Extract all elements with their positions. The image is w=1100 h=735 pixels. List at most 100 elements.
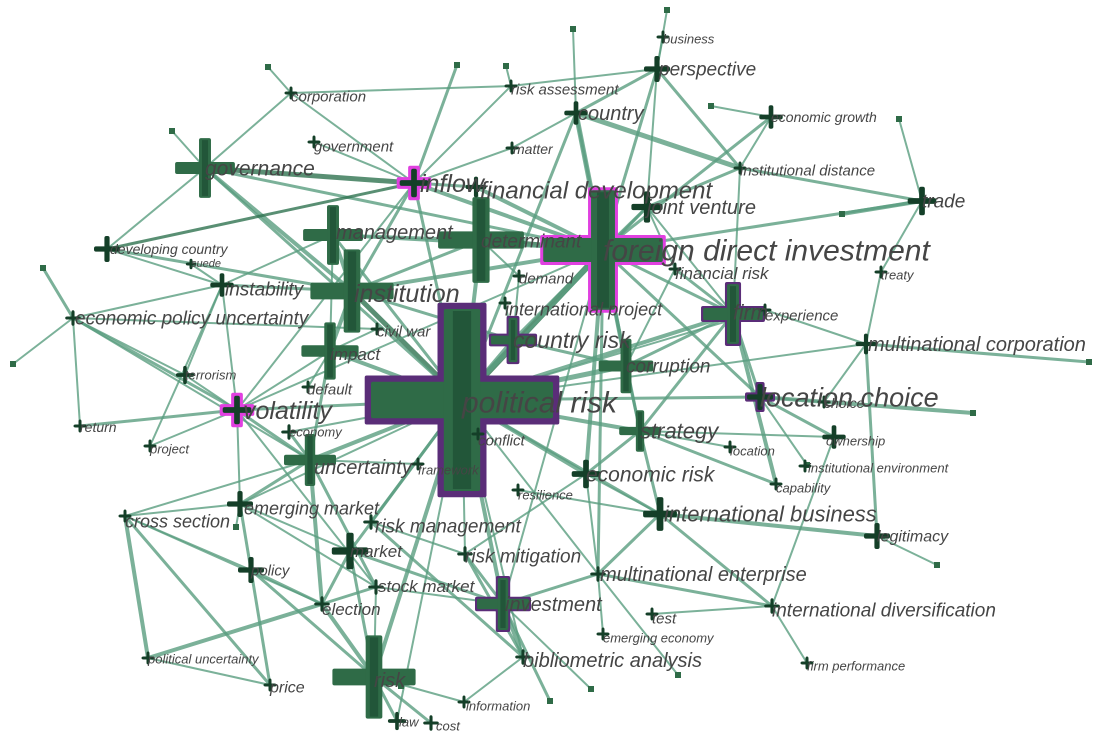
keyword-node-demand[interactable] — [512, 269, 526, 283]
keyword-node-financial-risk[interactable] — [668, 262, 682, 276]
keyword-node-resilience[interactable] — [511, 483, 525, 497]
minor-node — [265, 64, 271, 70]
keyword-node-capability[interactable] — [769, 477, 783, 491]
keyword-node-international-project[interactable] — [498, 296, 512, 310]
keyword-node-economic-growth[interactable] — [759, 105, 783, 129]
edge — [369, 520, 525, 659]
keyword-node-election[interactable] — [314, 596, 330, 612]
keyword-node-location[interactable] — [723, 440, 737, 454]
node-cross-bar — [517, 269, 521, 283]
keyword-node-political-risk[interactable] — [364, 302, 560, 498]
keyword-node-country-risk[interactable] — [488, 315, 538, 365]
keyword-node-institutional-distance[interactable] — [733, 161, 747, 175]
keyword-node-uncertainty[interactable] — [284, 434, 336, 486]
keyword-node-policy[interactable] — [238, 557, 264, 583]
keyword-node-institutional-environment[interactable] — [798, 459, 812, 473]
keyword-node-corporation[interactable] — [284, 86, 298, 100]
keyword-node-instability[interactable] — [210, 273, 234, 297]
keyword-node-project[interactable] — [143, 439, 157, 453]
keyword-node-cross-section[interactable] — [118, 509, 132, 523]
keyword-node-trade[interactable] — [907, 186, 937, 216]
keyword-node-financial-development[interactable] — [465, 176, 487, 198]
edge — [597, 573, 604, 635]
node-cross-bar — [268, 678, 272, 692]
keyword-node-risk-mitigation[interactable] — [457, 546, 473, 562]
node-cross-shade — [597, 192, 609, 308]
keyword-node-terrorism[interactable] — [175, 365, 195, 385]
keyword-label-choice: choice — [824, 395, 865, 411]
keyword-node-bibliometric-analysis[interactable] — [515, 649, 531, 665]
node-cross-shade — [623, 340, 629, 392]
keyword-label-multinational-corporation: multinational corporation — [868, 334, 1086, 356]
keyword-node-return[interactable] — [73, 419, 87, 433]
keyword-node-law[interactable] — [387, 711, 407, 731]
keyword-node-conflict[interactable] — [471, 427, 485, 441]
keyword-node-ownership[interactable] — [822, 425, 846, 449]
keyword-node-risk-assessment[interactable] — [504, 79, 518, 93]
keyword-node-corruption[interactable] — [598, 338, 654, 394]
keyword-node-volatility[interactable] — [219, 392, 255, 428]
keyword-node-economic-risk[interactable] — [571, 459, 601, 489]
keyword-node-international-business[interactable] — [643, 497, 677, 531]
keyword-node-risk[interactable] — [332, 635, 416, 719]
edge — [771, 436, 835, 607]
keyword-node-experience[interactable] — [758, 303, 772, 317]
keyword-node-choice[interactable] — [817, 395, 831, 409]
keyword-node-cost[interactable] — [423, 715, 439, 731]
keyword-node-civil-war[interactable] — [370, 322, 384, 336]
keyword-node-matter[interactable] — [505, 141, 519, 155]
keyword-node-test[interactable] — [645, 607, 659, 621]
keyword-node-emerging-market[interactable] — [227, 491, 253, 517]
keyword-node-government[interactable] — [307, 135, 321, 149]
keyword-node-multinational-enterprise[interactable] — [590, 566, 606, 582]
keyword-node-multinational-corporation[interactable] — [855, 333, 877, 355]
keyword-node-strategy[interactable] — [619, 410, 661, 452]
keyword-node-inflow[interactable] — [396, 165, 432, 201]
keyword-node-developing-country[interactable] — [94, 236, 120, 262]
keyword-node-governance[interactable] — [175, 138, 235, 198]
keyword-node-economic-policy-uncertainty[interactable] — [65, 310, 81, 326]
keyword-node-firm-performance[interactable] — [800, 656, 814, 670]
keyword-node-market[interactable] — [331, 532, 369, 570]
keyword-label-international-business: international business — [664, 502, 877, 527]
keyword-node-economy[interactable] — [281, 424, 297, 440]
edge — [249, 568, 272, 687]
keyword-node-international-diversification[interactable] — [764, 598, 780, 614]
keyword-label-emerging-market: emerging market — [244, 498, 380, 518]
keyword-node-suede[interactable] — [185, 258, 197, 270]
keyword-label-matter: matter — [513, 141, 554, 157]
keyword-node-stock-market[interactable] — [368, 579, 384, 595]
keyword-node-business[interactable] — [656, 30, 670, 44]
keyword-node-country[interactable] — [564, 101, 588, 125]
edge — [290, 85, 512, 94]
keyword-label-financial-development: financial development — [480, 177, 713, 204]
keyword-node-framework[interactable] — [411, 457, 425, 471]
keyword-label-financial-risk: financial risk — [675, 264, 770, 283]
edge — [864, 342, 1091, 364]
keyword-node-legitimacy[interactable] — [864, 523, 890, 549]
keyword-node-political-uncertainty[interactable] — [141, 651, 155, 665]
keyword-node-institution[interactable] — [310, 249, 394, 333]
node-cross-shade — [347, 251, 357, 331]
edge — [880, 200, 923, 273]
keyword-node-foreign-direct-investment[interactable] — [540, 187, 666, 313]
keyword-node-treaty[interactable] — [874, 265, 888, 279]
keyword-node-information[interactable] — [457, 695, 471, 709]
node-cross-bar — [879, 265, 883, 279]
edge — [585, 473, 661, 515]
keyword-node-determinant[interactable] — [438, 197, 524, 283]
keyword-node-management[interactable] — [303, 205, 363, 265]
keyword-node-perspective[interactable] — [644, 56, 670, 82]
keyword-node-joint-venture[interactable] — [631, 191, 663, 223]
keyword-label-price: price — [269, 680, 305, 697]
keyword-node-default[interactable] — [301, 380, 315, 394]
keyword-node-risk-management[interactable] — [363, 514, 379, 530]
keyword-node-emerging-economy[interactable] — [596, 627, 610, 641]
edge — [502, 249, 604, 605]
keyword-node-impact[interactable] — [301, 322, 359, 380]
edge — [123, 514, 272, 687]
keyword-node-investment[interactable] — [475, 576, 531, 632]
keyword-node-firm[interactable] — [701, 282, 765, 346]
keyword-node-location-choice[interactable] — [745, 382, 775, 412]
keyword-node-price[interactable] — [263, 678, 277, 692]
